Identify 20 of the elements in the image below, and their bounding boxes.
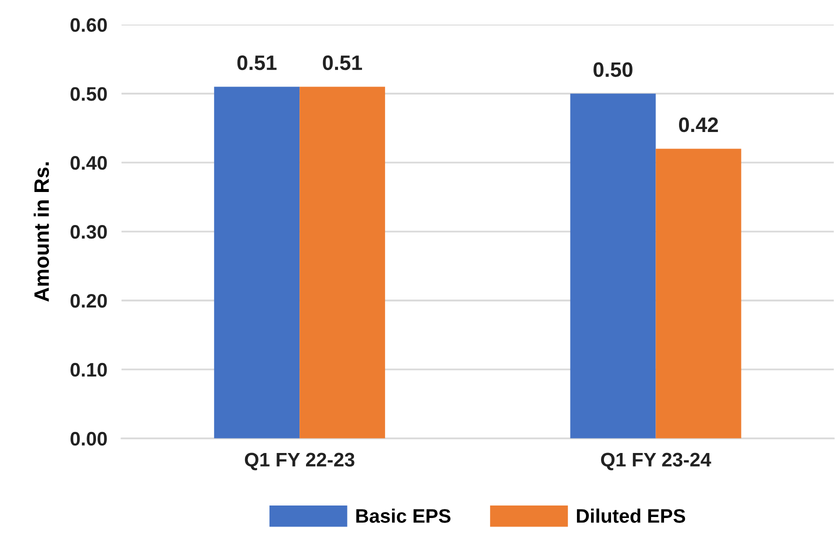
- data-label: 0.50: [594, 62, 632, 77]
- bar: [300, 86, 386, 438]
- y-tick-label: 0.60: [70, 18, 107, 32]
- y-tick-label: 0.10: [70, 362, 107, 377]
- y-tick-label: 0.00: [70, 432, 107, 446]
- bar: [570, 94, 656, 438]
- data-label: 0.51: [322, 55, 362, 70]
- x-tick-label: Q1 FY 22-23: [244, 452, 354, 470]
- y-tick-label: 0.40: [70, 156, 107, 170]
- bar: [214, 86, 300, 438]
- legend-label: Diluted EPS: [576, 508, 686, 523]
- legend-label: Basic EPS: [356, 508, 450, 523]
- x-tick-label: Q1 FY 23-24: [601, 452, 712, 470]
- data-label: 0.51: [237, 55, 277, 70]
- y-tick-label: 0.50: [70, 87, 107, 101]
- data-label: 0.42: [679, 117, 718, 132]
- y-tick-label: 0.30: [70, 225, 107, 239]
- y-tick-label: 0.20: [70, 294, 107, 308]
- bar: [656, 148, 742, 438]
- y-axis-title: Amount in Rs.: [34, 162, 49, 302]
